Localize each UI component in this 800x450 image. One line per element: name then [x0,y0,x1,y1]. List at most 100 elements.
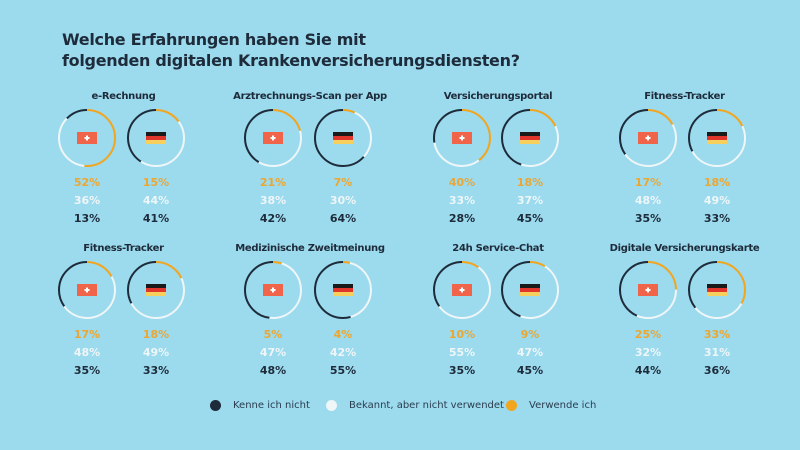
donut-de [314,261,372,319]
legend-item-bekannt: Bekannt, aber nicht verwendet [326,400,504,411]
donut-de [688,109,746,167]
group-title: Versicherungsportal [443,91,553,102]
pct-kenne-nicht: 33% [142,364,170,377]
pct-verwende: 15% [142,176,170,189]
pct-kenne-nicht: 55% [329,364,357,377]
german-flag-icon [146,132,166,144]
donut-segment-bekannt [501,261,559,319]
donut-de [501,261,559,319]
donut-ch [433,109,491,167]
pct-verwende: 52% [73,176,101,189]
donut-segment-bekannt [433,261,491,319]
donut-segment-bekannt [244,109,302,167]
legend-label: Bekannt, aber nicht verwendet [349,400,504,411]
donut-segment-kenne-nicht [688,109,746,167]
donut-ch [433,261,491,319]
pct-verwende: 7% [333,176,353,189]
donut-segment-kenne-nicht [688,261,746,319]
donut-segment-bekannt [688,261,746,319]
donut-segment-bekannt [314,261,372,319]
donut-de [127,261,185,319]
pct-bekannt: 32% [634,346,662,359]
donut-segment-kenne-nicht [244,261,302,319]
pct-verwende: 5% [263,328,283,341]
chart-title: Welche Erfahrungen haben Sie mit folgend… [62,29,520,71]
pct-bekannt: 44% [142,194,170,207]
pct-kenne-nicht: 41% [142,212,170,225]
pct-kenne-nicht: 45% [516,364,544,377]
title-line-2: folgenden digitalen Krankenversicherungs… [62,51,520,70]
group-title: e-Rechnung [91,91,156,102]
swiss-flag-icon [77,284,97,296]
pct-bekannt: 33% [448,194,476,207]
pct-bekannt: 48% [634,194,662,207]
donut-de [501,109,559,167]
pct-bekannt: 30% [329,194,357,207]
pct-bekannt: 42% [329,346,357,359]
legend-label: Kenne ich nicht [233,400,310,411]
donut-ch [244,261,302,319]
donut-segment-kenne-nicht [501,261,559,319]
german-flag-icon [707,132,727,144]
donut-segment-kenne-nicht [433,109,491,167]
german-flag-icon [520,132,540,144]
swiss-flag-icon [263,284,283,296]
swiss-flag-icon [452,132,472,144]
german-flag-icon [146,284,166,296]
donut-ch [58,109,116,167]
pct-kenne-nicht: 48% [259,364,287,377]
legend-item-kenne-nicht: Kenne ich nicht [210,400,310,411]
donut-de [688,261,746,319]
pct-bekannt: 48% [73,346,101,359]
pct-kenne-nicht: 36% [703,364,731,377]
swiss-flag-icon [77,132,97,144]
pct-bekannt: 47% [259,346,287,359]
pct-verwende: 17% [73,328,101,341]
donut-segment-kenne-nicht [314,109,372,167]
pct-verwende: 4% [333,328,353,341]
legend-dot-orange [506,400,517,411]
donut-segment-bekannt [127,109,185,167]
legend-label: Verwende ich [529,400,597,411]
donut-segment-kenne-nicht [244,109,302,167]
donut-segment-bekannt [501,109,559,167]
pct-kenne-nicht: 13% [73,212,101,225]
pct-kenne-nicht: 64% [329,212,357,225]
legend-item-verwende: Verwende ich [506,400,596,411]
pct-verwende: 18% [516,176,544,189]
pct-verwende: 17% [634,176,662,189]
german-flag-icon [707,284,727,296]
donut-segment-bekannt [688,109,746,167]
pct-verwende: 40% [448,176,476,189]
legend-dot-white [326,400,337,411]
pct-verwende: 10% [448,328,476,341]
pct-kenne-nicht: 33% [703,212,731,225]
donut-segment-kenne-nicht [127,261,185,319]
legend-dot-dark [210,400,221,411]
pct-kenne-nicht: 35% [73,364,101,377]
pct-kenne-nicht: 42% [259,212,287,225]
swiss-flag-icon [638,284,658,296]
donut-segment-kenne-nicht [127,109,185,167]
pct-kenne-nicht: 44% [634,364,662,377]
donut-segment-bekannt [433,109,491,167]
donut-segment-kenne-nicht [619,261,677,319]
group-title: Fitness-Tracker [644,91,725,102]
group-title: 24h Service-Chat [452,243,544,254]
pct-kenne-nicht: 35% [634,212,662,225]
german-flag-icon [520,284,540,296]
pct-verwende: 25% [634,328,662,341]
german-flag-icon [333,284,353,296]
donut-segment-kenne-nicht [433,261,491,319]
pct-verwende: 18% [703,176,731,189]
donut-ch [619,109,677,167]
donut-de [127,109,185,167]
donut-segment-kenne-nicht [314,261,372,319]
pct-bekannt: 36% [73,194,101,207]
donut-segment-bekannt [619,261,677,319]
pct-bekannt: 47% [516,346,544,359]
pct-bekannt: 38% [259,194,287,207]
group-title: Medizinische Zweitmeinung [235,243,385,254]
pct-bekannt: 55% [448,346,476,359]
